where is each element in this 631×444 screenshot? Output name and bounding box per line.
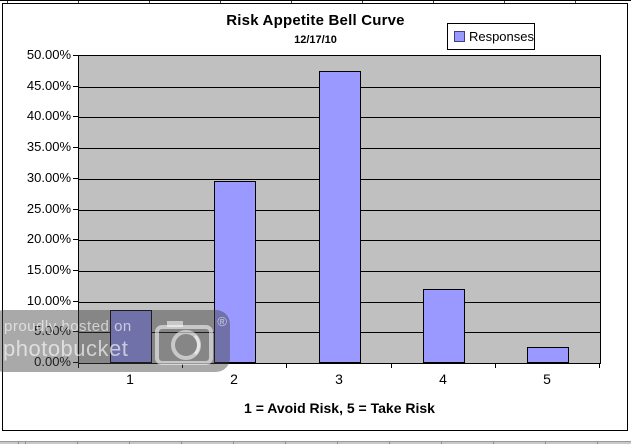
y-tick-label: 15.00%	[26, 262, 71, 277]
x-category-label: 1	[126, 371, 134, 387]
y-tick-label: 10.00%	[26, 293, 71, 308]
chart-title: Risk Appetite Bell Curve	[226, 12, 405, 29]
watermark-line1: proudly hosted on	[4, 318, 132, 335]
y-tick	[73, 116, 78, 117]
worksheet-top-gridline	[0, 0, 631, 5]
x-category-label: 4	[439, 371, 447, 387]
x-category-label: 2	[230, 371, 238, 387]
x-tick	[391, 364, 392, 368]
y-tick	[73, 301, 78, 302]
y-tick	[73, 55, 78, 56]
legend: Responses	[447, 23, 535, 50]
bar-category-1	[110, 310, 152, 363]
bar-category-3	[319, 71, 361, 363]
y-tick-label: 30.00%	[26, 170, 71, 185]
y-tick-label: 45.00%	[26, 78, 71, 93]
y-tick-label: 0.00%	[34, 354, 71, 369]
y-tick	[73, 86, 78, 87]
y-tick-label: 20.00%	[26, 231, 71, 246]
y-tick-label: 50.00%	[26, 47, 71, 62]
bar-category-2	[214, 181, 256, 363]
y-tick	[73, 362, 78, 363]
chart-subtitle: 12/17/10	[294, 34, 337, 46]
x-tick	[182, 364, 183, 368]
y-tick	[73, 178, 78, 179]
y-tick-label: 40.00%	[26, 108, 71, 123]
y-tick	[73, 209, 78, 210]
bar-category-5	[527, 347, 569, 363]
watermark-line2: photobucket	[3, 336, 129, 361]
x-category-label: 5	[543, 371, 551, 387]
x-category-label: 3	[335, 371, 343, 387]
x-tick	[599, 364, 600, 368]
legend-marker-icon	[454, 31, 465, 42]
x-tick	[495, 364, 496, 368]
x-axis-title: 1 = Avoid Risk, 5 = Take Risk	[244, 400, 435, 416]
x-tick	[286, 364, 287, 368]
y-tick-label: 35.00%	[26, 139, 71, 154]
y-tick	[73, 270, 78, 271]
registered-trademark: ®	[217, 314, 227, 329]
bar-category-4	[423, 289, 465, 363]
plot-area	[78, 55, 601, 364]
y-tick-label: 5.00%	[34, 323, 71, 338]
y-tick	[73, 331, 78, 332]
y-tick	[73, 147, 78, 148]
y-tick	[73, 239, 78, 240]
y-tick-label: 25.00%	[26, 201, 71, 216]
x-tick	[78, 364, 79, 368]
worksheet-bottom-gridline	[0, 441, 631, 444]
legend-label: Responses	[468, 29, 534, 44]
photobucket-watermark: proudly hosted on photobucket ®	[0, 310, 230, 372]
camera-icon	[155, 321, 213, 365]
